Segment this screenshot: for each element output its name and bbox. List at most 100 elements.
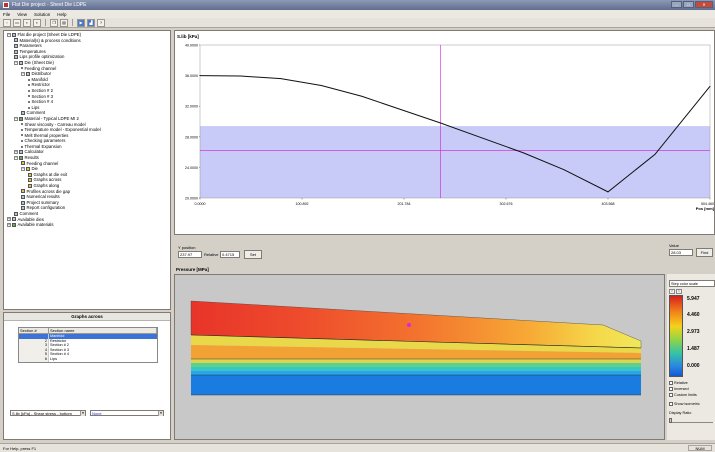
scale-mode-select[interactable]: Step color scale (669, 280, 715, 287)
tree-item[interactable]: Shear viscosity - Carreau model (4, 122, 170, 128)
run-icon[interactable]: ▶ (77, 18, 85, 27)
die-band-lightblue (191, 371, 641, 375)
tree-item[interactable]: Project summary (4, 200, 170, 206)
project-tree[interactable]: − Flat die project (Sheet Die LDPE) Materi… (3, 30, 171, 310)
collapse-icon[interactable]: − (7, 32, 11, 37)
menu-file[interactable]: File (3, 11, 11, 17)
set-button[interactable]: Set (244, 250, 262, 259)
table-row[interactable]: 2 Restrictor (19, 338, 157, 344)
tree-item[interactable]: Thermal Expansion (4, 144, 170, 150)
display-ratio-slider[interactable] (669, 418, 713, 423)
tree-item-label: Calculator (24, 149, 44, 155)
inversed-checkbox-label: Inversed (674, 387, 689, 391)
maximize-button[interactable]: □ (683, 1, 694, 8)
tree-item[interactable]: − Material - Typical LDPE MI 2 (4, 116, 170, 122)
tree-item[interactable]: Manifold (4, 77, 170, 83)
save-as-icon[interactable]: ▪ (33, 18, 41, 27)
project-icon (12, 32, 16, 37)
menu-help[interactable]: Help (57, 11, 67, 17)
tree-item[interactable]: − Die (Sheet Die) (4, 60, 170, 66)
tree-item[interactable]: Comment (4, 211, 170, 217)
collapse-icon[interactable]: − (21, 71, 25, 76)
tree-item[interactable]: Report configuration (4, 205, 170, 211)
custom-limits-checkbox[interactable]: Custom limits (669, 393, 697, 397)
data-point (440, 122, 441, 124)
paste-icon[interactable]: ▤ (60, 18, 68, 27)
table-row[interactable]: 3 Section # 2 (19, 343, 157, 348)
close-button[interactable]: ✕ (695, 1, 713, 8)
expand-icon[interactable]: + (7, 217, 11, 222)
tree-item-label: Comment (19, 211, 39, 216)
tree-item[interactable]: Profiles across die gap (4, 189, 170, 195)
relative-input[interactable]: 0.4715 (220, 251, 240, 258)
tree-item[interactable]: + Available materials (4, 222, 170, 228)
tree-item[interactable]: − Flat die project (Sheet Die LDPE) (4, 32, 170, 38)
expand-icon[interactable]: + (14, 150, 18, 155)
minimize-button[interactable]: – (671, 1, 682, 8)
table-row[interactable]: 6 Lips (19, 356, 157, 362)
show-isometric-checkbox[interactable]: Show isometric (669, 402, 700, 406)
relative-checkbox[interactable]: Relative (669, 381, 688, 385)
tree-item[interactable]: + Calculator (4, 149, 170, 155)
new-icon[interactable]: ▫ (3, 18, 11, 27)
value-input[interactable]: 28.03 (669, 249, 693, 256)
find-button[interactable]: Find (696, 248, 713, 257)
graphs-across-title: Graphs across (4, 313, 170, 321)
table-icon (14, 43, 18, 48)
copy-icon[interactable]: ❐ (50, 18, 58, 27)
tree-item[interactable]: Checking parameters (4, 138, 170, 144)
tree-item[interactable]: Melt thermal properties (4, 133, 170, 139)
quantity-select[interactable]: S.lib [kPa] - Shear stress - bottom ▼ (10, 410, 86, 416)
collapse-icon[interactable]: − (21, 167, 25, 172)
expand-icon[interactable]: + (7, 222, 11, 227)
tree-item[interactable]: Graphs across (4, 177, 170, 183)
second-quantity-select[interactable]: None ▼ (90, 410, 164, 416)
save-icon[interactable]: ▪ (23, 18, 31, 27)
pressure-contour[interactable] (175, 275, 666, 441)
chart-icon[interactable]: ▟ (87, 18, 95, 27)
tree-item[interactable]: Temperatures (4, 49, 170, 55)
tree-item[interactable]: Parameters (4, 43, 170, 49)
tree-item[interactable]: Lips profile optimization (4, 54, 170, 60)
tree-item[interactable]: Section # 3 (4, 94, 170, 100)
inversed-checkbox[interactable]: Inversed (669, 387, 689, 391)
menu-view[interactable]: View (17, 11, 27, 17)
tree-item[interactable]: − Die (4, 166, 170, 172)
tree-item[interactable]: + Available dies (4, 217, 170, 223)
die-band-green (191, 363, 641, 367)
tree-item[interactable]: − Distributor (4, 71, 170, 77)
collapse-icon[interactable]: − (14, 155, 18, 160)
tree-item[interactable]: Comment (4, 110, 170, 116)
scale-left-button[interactable]: < (669, 289, 675, 294)
tree-item[interactable]: Restrictor (4, 82, 170, 88)
value-label: Value (669, 243, 679, 248)
collapse-icon[interactable]: − (14, 116, 18, 121)
line-chart-panel[interactable]: S.lib [kPa] 40.0000 36.0000 32.0000 28.0000 2… (174, 30, 715, 235)
tree-item[interactable]: Feeding channel (4, 161, 170, 167)
open-icon[interactable]: ▭ (13, 18, 21, 27)
tree-item[interactable]: Graphs along (4, 183, 170, 189)
tree-item[interactable]: Temperature model - Exponential model (4, 127, 170, 133)
tree-item[interactable]: Lips (4, 105, 170, 111)
collapse-icon[interactable]: − (14, 60, 18, 65)
slider-thumb[interactable] (669, 418, 672, 423)
table-row[interactable]: Manifold (19, 334, 157, 339)
line-chart[interactable]: S.lib [kPa] 40.0000 36.0000 32.0000 28.0000 2… (175, 31, 715, 236)
tree-item[interactable]: Numerical results (4, 194, 170, 200)
tree-item[interactable]: Graphs at die exit (4, 172, 170, 178)
pressure-view[interactable] (174, 274, 665, 440)
tree-item[interactable]: − Results (4, 155, 170, 161)
tree-item[interactable]: Material(s) & process conditions (4, 38, 170, 44)
tree-item-label: Restrictor (31, 82, 50, 88)
x-tick-label: 100.892 (296, 202, 309, 206)
help-icon[interactable]: ? (97, 18, 105, 27)
menu-solution[interactable]: Solution (33, 11, 51, 17)
tree-item[interactable]: Section # 4 (4, 99, 170, 105)
table-row[interactable]: 4 Section # 3 (19, 347, 157, 353)
tree-item[interactable]: Feeding channel (4, 66, 170, 72)
tree-item[interactable]: Section # 2 (4, 88, 170, 94)
scale-right-button[interactable]: > (676, 289, 682, 294)
y-position-input[interactable]: 237.97 (178, 251, 202, 258)
table-row[interactable]: 5 Section # 4 (19, 352, 157, 357)
